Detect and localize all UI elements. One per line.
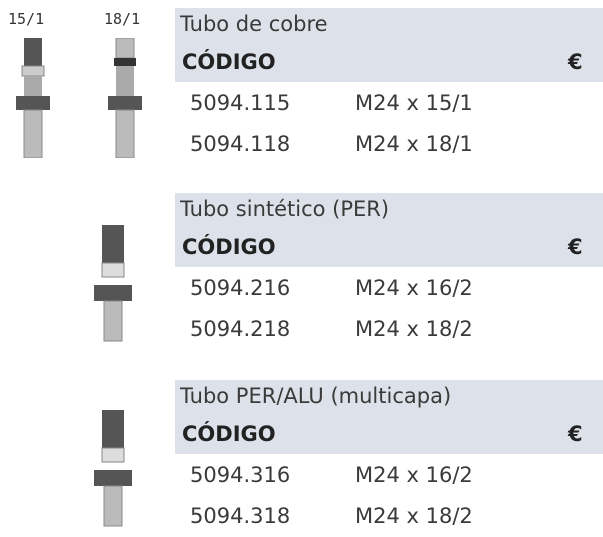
- fitting-icon: [108, 38, 142, 158]
- section-header-band: [175, 193, 603, 267]
- product-code: 5094.218: [190, 317, 291, 341]
- section-title: Tubo sintético (PER): [180, 197, 390, 221]
- product-code: 5094.115: [190, 91, 291, 115]
- section-header-band: [175, 8, 603, 82]
- section-header-band: [175, 380, 603, 454]
- column-header-currency: €: [568, 235, 583, 259]
- product-size: M24 x 18/2: [355, 317, 473, 341]
- product-size: M24 x 16/2: [355, 276, 473, 300]
- product-code: 5094.216: [190, 276, 291, 300]
- product-size: M24 x 18/1: [355, 132, 473, 156]
- product-size: M24 x 15/1: [355, 91, 473, 115]
- product-size: M24 x 18/2: [355, 504, 473, 528]
- image-label: 15/1: [8, 10, 45, 28]
- fitting-icon: [94, 225, 132, 342]
- column-header-code: CÓDIGO: [182, 235, 276, 259]
- image-label: 18/1: [104, 10, 141, 28]
- section-title: Tubo de cobre: [180, 12, 328, 36]
- column-header-code: CÓDIGO: [182, 422, 276, 446]
- section-title: Tubo PER/ALU (multicapa): [180, 384, 452, 408]
- column-header-currency: €: [568, 422, 583, 446]
- column-header-currency: €: [568, 50, 583, 74]
- product-size: M24 x 16/2: [355, 463, 473, 487]
- product-code: 5094.118: [190, 132, 291, 156]
- fitting-icon: [94, 410, 132, 527]
- column-header-code: CÓDIGO: [182, 50, 276, 74]
- fitting-icon: [16, 38, 50, 158]
- product-code: 5094.318: [190, 504, 291, 528]
- product-code: 5094.316: [190, 463, 291, 487]
